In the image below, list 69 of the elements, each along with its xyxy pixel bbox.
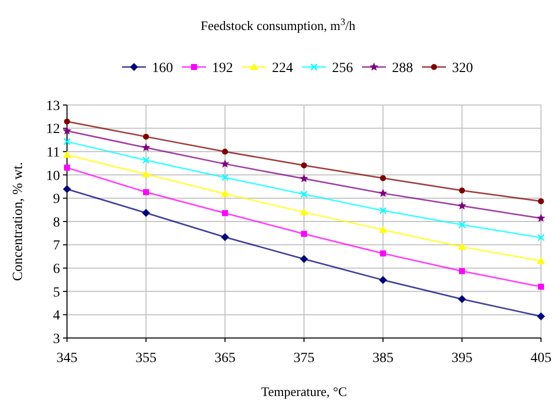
y-tick-label: 11	[46, 146, 60, 160]
point	[458, 221, 466, 228]
legend-label: 224	[272, 60, 293, 76]
point	[142, 208, 150, 217]
point	[300, 190, 308, 198]
point	[380, 175, 386, 182]
y-tick-label: 6	[53, 262, 60, 277]
point	[538, 284, 544, 290]
point	[143, 134, 149, 140]
point	[221, 233, 229, 242]
point	[458, 242, 466, 250]
point	[62, 126, 72, 135]
point	[63, 185, 71, 194]
point	[458, 295, 466, 304]
x-tick-label: 385	[372, 351, 394, 366]
x-tick-label: 375	[294, 351, 314, 366]
point	[537, 234, 545, 242]
point	[300, 255, 308, 264]
y-tick-label: 4	[53, 308, 60, 324]
point	[63, 138, 71, 146]
point	[301, 162, 307, 168]
point	[538, 198, 544, 204]
point	[380, 250, 386, 256]
y-tick-label: 8	[53, 215, 60, 230]
y-tick-label: 10	[46, 168, 60, 184]
point	[143, 189, 149, 196]
x-tick-label: 355	[136, 351, 156, 366]
point	[459, 268, 465, 274]
point	[220, 159, 230, 168]
y-tick-label: 5	[53, 285, 60, 300]
point	[64, 118, 70, 125]
y-tick-label: 7	[53, 238, 60, 254]
y-tick-label: 13	[46, 98, 60, 114]
legend-label: 160	[152, 60, 173, 76]
x-tick-label: 345	[56, 351, 78, 366]
x-tick-label: 395	[452, 351, 472, 366]
point	[379, 276, 387, 284]
point	[378, 188, 388, 197]
point	[300, 174, 308, 182]
legend-label: 288	[392, 60, 413, 76]
point	[221, 174, 229, 182]
x-axis-title: Temperature, °C	[261, 384, 347, 399]
legend-title: Feedstock consumption, m$^{3}$/h	[200, 16, 356, 33]
point	[221, 190, 229, 197]
x-tick-label: 365	[214, 351, 236, 366]
y-tick-label: 12	[46, 122, 60, 138]
point	[142, 156, 150, 164]
legend-label: 192	[212, 60, 233, 76]
point	[536, 214, 546, 222]
point	[64, 164, 70, 171]
point	[459, 188, 465, 194]
y-tick-label: 3	[53, 332, 60, 347]
point	[300, 208, 308, 216]
point	[537, 312, 545, 320]
legend-label: 256	[332, 60, 353, 76]
y-tick-label: 9	[53, 192, 60, 208]
point	[301, 230, 307, 237]
point	[379, 206, 387, 214]
point	[63, 150, 71, 158]
point	[222, 210, 228, 216]
y-axis-title: Concentration, % wt.	[11, 162, 26, 281]
point	[222, 148, 228, 155]
point	[458, 201, 466, 210]
x-tick-label: 405	[530, 351, 552, 366]
point	[142, 143, 150, 152]
point	[537, 256, 545, 264]
point	[379, 226, 387, 233]
legend-label: 320	[452, 60, 473, 76]
point	[142, 170, 150, 178]
